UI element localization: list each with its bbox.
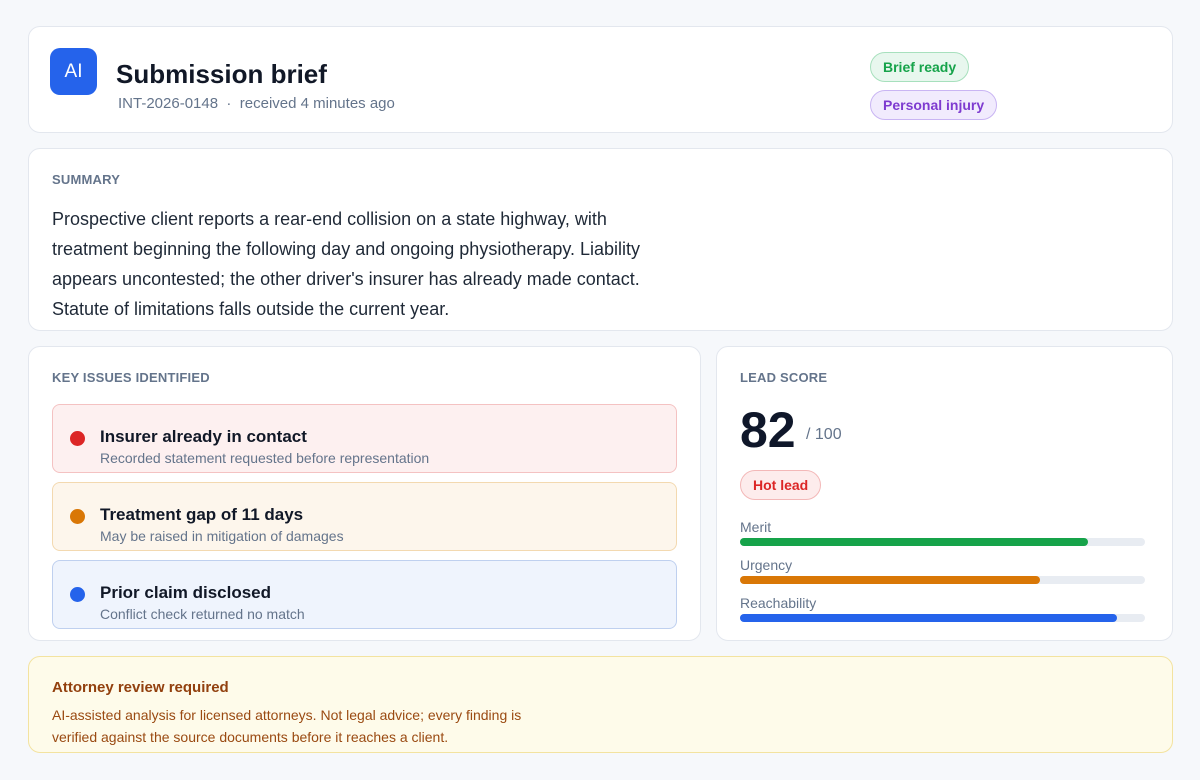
disclaimer-title: Attorney review required <box>52 679 229 696</box>
issue: Treatment gap of 11 days May be raised in… <box>52 482 677 551</box>
issue: Insurer already in contact Recorded state… <box>52 404 677 473</box>
bar-track <box>740 576 1145 584</box>
score-bar <box>740 614 1117 622</box>
bar-label: Merit <box>740 519 772 535</box>
issue-title: Prior claim disclosed <box>100 583 272 602</box>
status-badge: Brief ready <box>870 52 970 82</box>
ai-icon: AI <box>50 48 97 95</box>
issue-detail: May be raised in mitigation of damages <box>100 528 344 544</box>
received: received 4 minutes ago <box>239 95 395 112</box>
header-card: AI Submission brief INT-2026-0148 · rece… <box>28 26 1173 133</box>
score-max: / 100 <box>806 426 842 443</box>
section-label: KEY ISSUES IDENTIFIED <box>52 370 210 385</box>
issue: Prior claim disclosed Conflict check retu… <box>52 560 677 629</box>
severity-dot <box>70 509 85 524</box>
severity-dot <box>70 431 85 446</box>
score-bar <box>740 538 1089 546</box>
bar-label: Reachability <box>740 595 817 611</box>
summary-card: SUMMARY Prospective client reports a rea… <box>28 148 1173 331</box>
bar-track <box>740 538 1145 546</box>
section-label: LEAD SCORE <box>740 370 828 385</box>
section-label: SUMMARY <box>52 172 121 187</box>
practice-badge: Personal injury <box>870 90 998 120</box>
issue-detail: Conflict check returned no match <box>100 606 305 622</box>
title: Submission brief <box>116 59 327 89</box>
case-id: INT-2026-0148 <box>118 95 219 112</box>
severity-dot <box>70 587 85 602</box>
score-bar <box>740 576 1040 584</box>
issue-detail: Recorded statement requested before repr… <box>100 450 430 466</box>
disclaimer-text: AI-assisted analysis for licensed attorn… <box>52 707 522 745</box>
bar-track <box>740 614 1145 622</box>
lead-badge: Hot lead <box>740 470 822 500</box>
summary-text: Prospective client reports a rear-end co… <box>52 209 641 319</box>
separator: · <box>226 95 232 112</box>
bar-label: Urgency <box>740 557 793 573</box>
issue-title: Insurer already in contact <box>100 427 307 446</box>
score-card: LEAD SCORE 82 / 100 Hot lead Merit Urgenc… <box>716 346 1173 641</box>
score: 82 <box>740 402 796 458</box>
issues-card: KEY ISSUES IDENTIFIED Insurer already in… <box>28 346 701 641</box>
disclaimer-card: Attorney review required AI-assisted ana… <box>28 656 1173 753</box>
meta: INT-2026-0148 · received 4 minutes ago <box>118 95 395 112</box>
issue-title: Treatment gap of 11 days <box>100 505 304 524</box>
